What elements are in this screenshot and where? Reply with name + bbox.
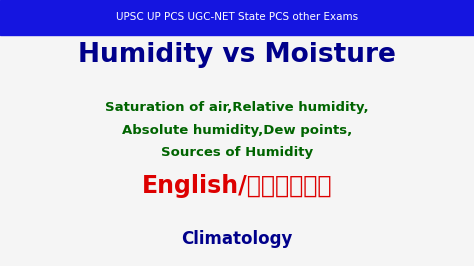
Text: Absolute humidity,Dew points,: Absolute humidity,Dew points,: [122, 124, 352, 137]
Text: UPSC UP PCS UGC-NET State PCS other Exams: UPSC UP PCS UGC-NET State PCS other Exam…: [116, 12, 358, 22]
Text: Climatology: Climatology: [182, 230, 292, 248]
Text: English/हिन्दी: English/हिन्दी: [142, 174, 332, 198]
Bar: [0, 0, 474, 35]
Text: Sources of Humidity: Sources of Humidity: [161, 147, 313, 159]
Text: Humidity vs Moisture: Humidity vs Moisture: [78, 41, 396, 68]
Text: Saturation of air,Relative humidity,: Saturation of air,Relative humidity,: [105, 101, 369, 114]
